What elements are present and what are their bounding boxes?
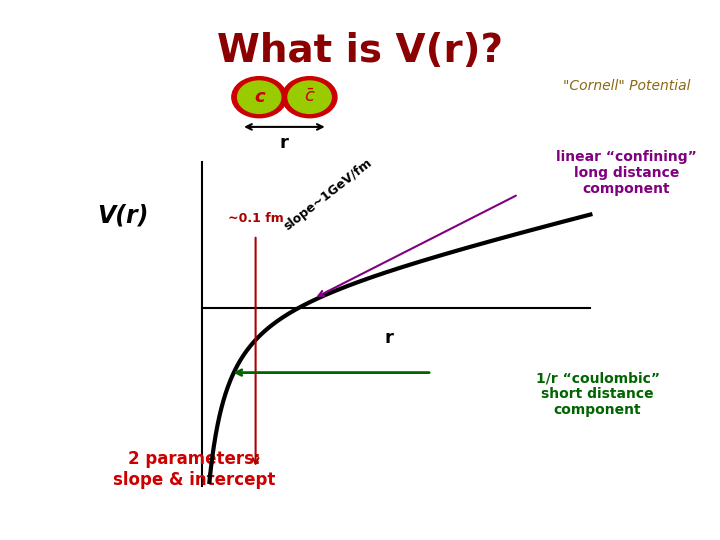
Text: 2 parameters:
slope & intercept: 2 parameters: slope & intercept — [113, 450, 276, 489]
Text: slope~1GeV/fm: slope~1GeV/fm — [281, 156, 374, 233]
Text: $\bar{c}$: $\bar{c}$ — [304, 88, 315, 106]
Circle shape — [282, 77, 337, 118]
Text: r: r — [384, 329, 393, 347]
Text: "Cornell" Potential: "Cornell" Potential — [562, 79, 690, 93]
Circle shape — [288, 81, 331, 113]
Circle shape — [238, 81, 281, 113]
Text: linear “confining”
long distance
component: linear “confining” long distance compone… — [556, 150, 697, 196]
Text: What is V(r)?: What is V(r)? — [217, 32, 503, 70]
Text: 1/r “coulombic”
short distance
component: 1/r “coulombic” short distance component — [536, 371, 660, 417]
Text: r: r — [280, 134, 289, 152]
Text: ~0.1 fm: ~0.1 fm — [228, 212, 284, 225]
Text: c: c — [254, 88, 264, 106]
Circle shape — [232, 77, 287, 118]
Text: V(r): V(r) — [96, 204, 148, 228]
